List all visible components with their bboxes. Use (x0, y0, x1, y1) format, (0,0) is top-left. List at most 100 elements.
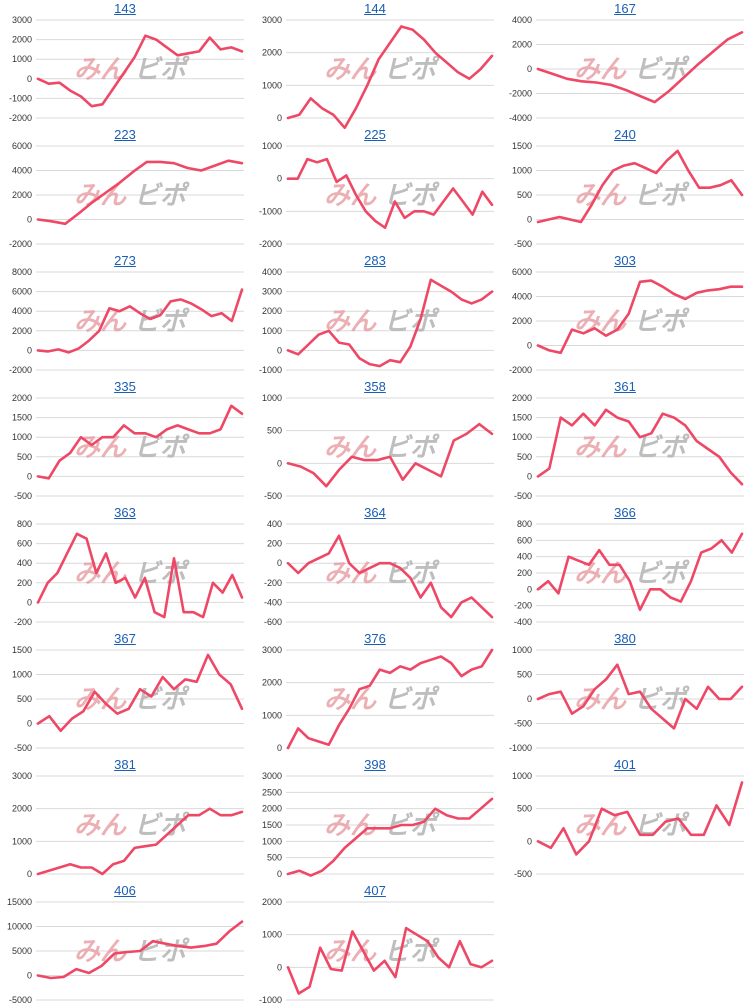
line-chart: 0 1000 2000 3000 みん ビポ (262, 15, 494, 130)
y-tick-label: 2000 (512, 393, 532, 403)
y-tick-label: 1500 (262, 820, 282, 830)
chart-title-link[interactable]: 144 (364, 1, 386, 16)
y-tick-label: 500 (517, 190, 532, 200)
watermark-logo: みん (74, 811, 127, 841)
chart-title-link[interactable]: 143 (114, 1, 136, 16)
y-tick-label: 0 (277, 345, 282, 355)
series-line (286, 534, 494, 619)
y-tick-label: 2500 (262, 787, 282, 797)
chart-panel: 240 -500 0 500 1000 1500 みん ビポ (500, 126, 750, 252)
series-line (36, 404, 244, 480)
y-tick-label: -4000 (509, 113, 532, 123)
chart-title-link[interactable]: 363 (114, 505, 136, 520)
chart-title-link[interactable]: 380 (614, 631, 636, 646)
chart-panel: 367 -500 0 500 1000 1500 みん ビポ (0, 630, 250, 756)
y-tick-label: 0 (277, 458, 282, 468)
series-line (286, 422, 494, 488)
y-tick-label: 1500 (12, 413, 32, 423)
y-tick-label: 500 (17, 694, 32, 704)
chart-title-link[interactable]: 381 (114, 757, 136, 772)
y-tick-label: 1000 (262, 80, 282, 90)
chart-title-link[interactable]: 358 (364, 379, 386, 394)
y-tick-label: 0 (527, 836, 532, 846)
chart-panel: 225 -2000 -1000 0 1000 みん ビポ (250, 126, 500, 252)
watermark-logo: ビポ (384, 685, 440, 715)
chart-title-link[interactable]: 225 (364, 127, 386, 142)
series-line (286, 25, 494, 130)
y-tick-label: -400 (264, 597, 282, 607)
y-tick-label: 0 (527, 341, 532, 351)
y-tick-label: 600 (17, 539, 32, 549)
series-line (536, 408, 744, 486)
chart-title-link[interactable]: 240 (614, 127, 636, 142)
y-tick-label: -2000 (509, 365, 532, 375)
y-tick-label: 1000 (262, 710, 282, 720)
y-tick-label: 0 (277, 113, 282, 123)
watermark-logo: みん (324, 811, 377, 841)
chart-title-link[interactable]: 398 (364, 757, 386, 772)
y-tick-label: 1000 (512, 645, 532, 655)
y-tick-label: 0 (527, 64, 532, 74)
y-tick-label: 400 (517, 552, 532, 562)
y-tick-label: 3000 (262, 287, 282, 297)
y-tick-label: -500 (514, 719, 532, 729)
series-line (536, 30, 744, 104)
y-tick-label: 2000 (12, 35, 32, 45)
y-tick-label: 4000 (262, 267, 282, 277)
chart-title-link[interactable]: 283 (364, 253, 386, 268)
watermark-logo: ビポ (134, 937, 190, 967)
chart-title-link[interactable]: 364 (364, 505, 386, 520)
y-tick-label: 200 (17, 578, 32, 588)
watermark-logo: みん (324, 307, 377, 337)
chart-title-link[interactable]: 361 (614, 379, 636, 394)
watermark-logo: みん (74, 685, 127, 715)
chart-panel: 376 0 1000 2000 3000 みん ビポ (250, 630, 500, 756)
y-tick-label: 2000 (12, 326, 32, 336)
y-tick-label: 0 (277, 962, 282, 972)
y-tick-label: 6000 (12, 287, 32, 297)
watermark-logo: ビポ (384, 937, 440, 967)
chart-panel: 358 -500 0 500 1000 みん ビポ (250, 378, 500, 504)
chart-title-link[interactable]: 366 (614, 505, 636, 520)
y-tick-label: 3000 (12, 771, 32, 781)
chart-panel: 398 0 500 1000 1500 2000 2500 3000 みん ビポ (250, 756, 500, 882)
y-tick-label: 0 (277, 174, 282, 184)
series-line (536, 149, 744, 224)
chart-title-link[interactable]: 273 (114, 253, 136, 268)
chart-title-link[interactable]: 401 (614, 757, 636, 772)
y-tick-label: 1000 (12, 432, 32, 442)
series-line (36, 159, 244, 226)
watermark-logo: ビポ (134, 433, 190, 463)
y-tick-label: 0 (27, 215, 32, 225)
chart-title-link[interactable]: 407 (364, 883, 386, 898)
series-line (536, 781, 744, 856)
y-tick-label: 1000 (12, 54, 32, 64)
y-tick-label: 0 (527, 584, 532, 594)
chart-title-link[interactable]: 367 (114, 631, 136, 646)
chart-title-link[interactable]: 376 (364, 631, 386, 646)
chart-title-link[interactable]: 303 (614, 253, 636, 268)
chart-title-link[interactable]: 167 (614, 1, 636, 16)
chart-panel: 406 -5000 0 5000 10000 15000 みん ビポ (0, 882, 250, 1008)
y-tick-label: -1000 (259, 206, 282, 216)
series-line (286, 648, 494, 750)
y-tick-label: 800 (17, 519, 32, 529)
chart-title-link[interactable]: 335 (114, 379, 136, 394)
y-tick-label: 500 (267, 426, 282, 436)
chart-title-link[interactable]: 406 (114, 883, 136, 898)
y-tick-label: 15000 (7, 897, 32, 907)
watermark-logo: みん (574, 181, 627, 211)
watermark-logo: みん (324, 55, 377, 85)
line-chart: -500 0 500 1000 1500 2000 みん ビポ (512, 393, 744, 501)
chart-title-link[interactable]: 223 (114, 127, 136, 142)
series-line (36, 532, 244, 619)
y-tick-label: 0 (27, 597, 32, 607)
y-tick-label: 0 (527, 215, 532, 225)
y-tick-label: -1000 (9, 93, 32, 103)
